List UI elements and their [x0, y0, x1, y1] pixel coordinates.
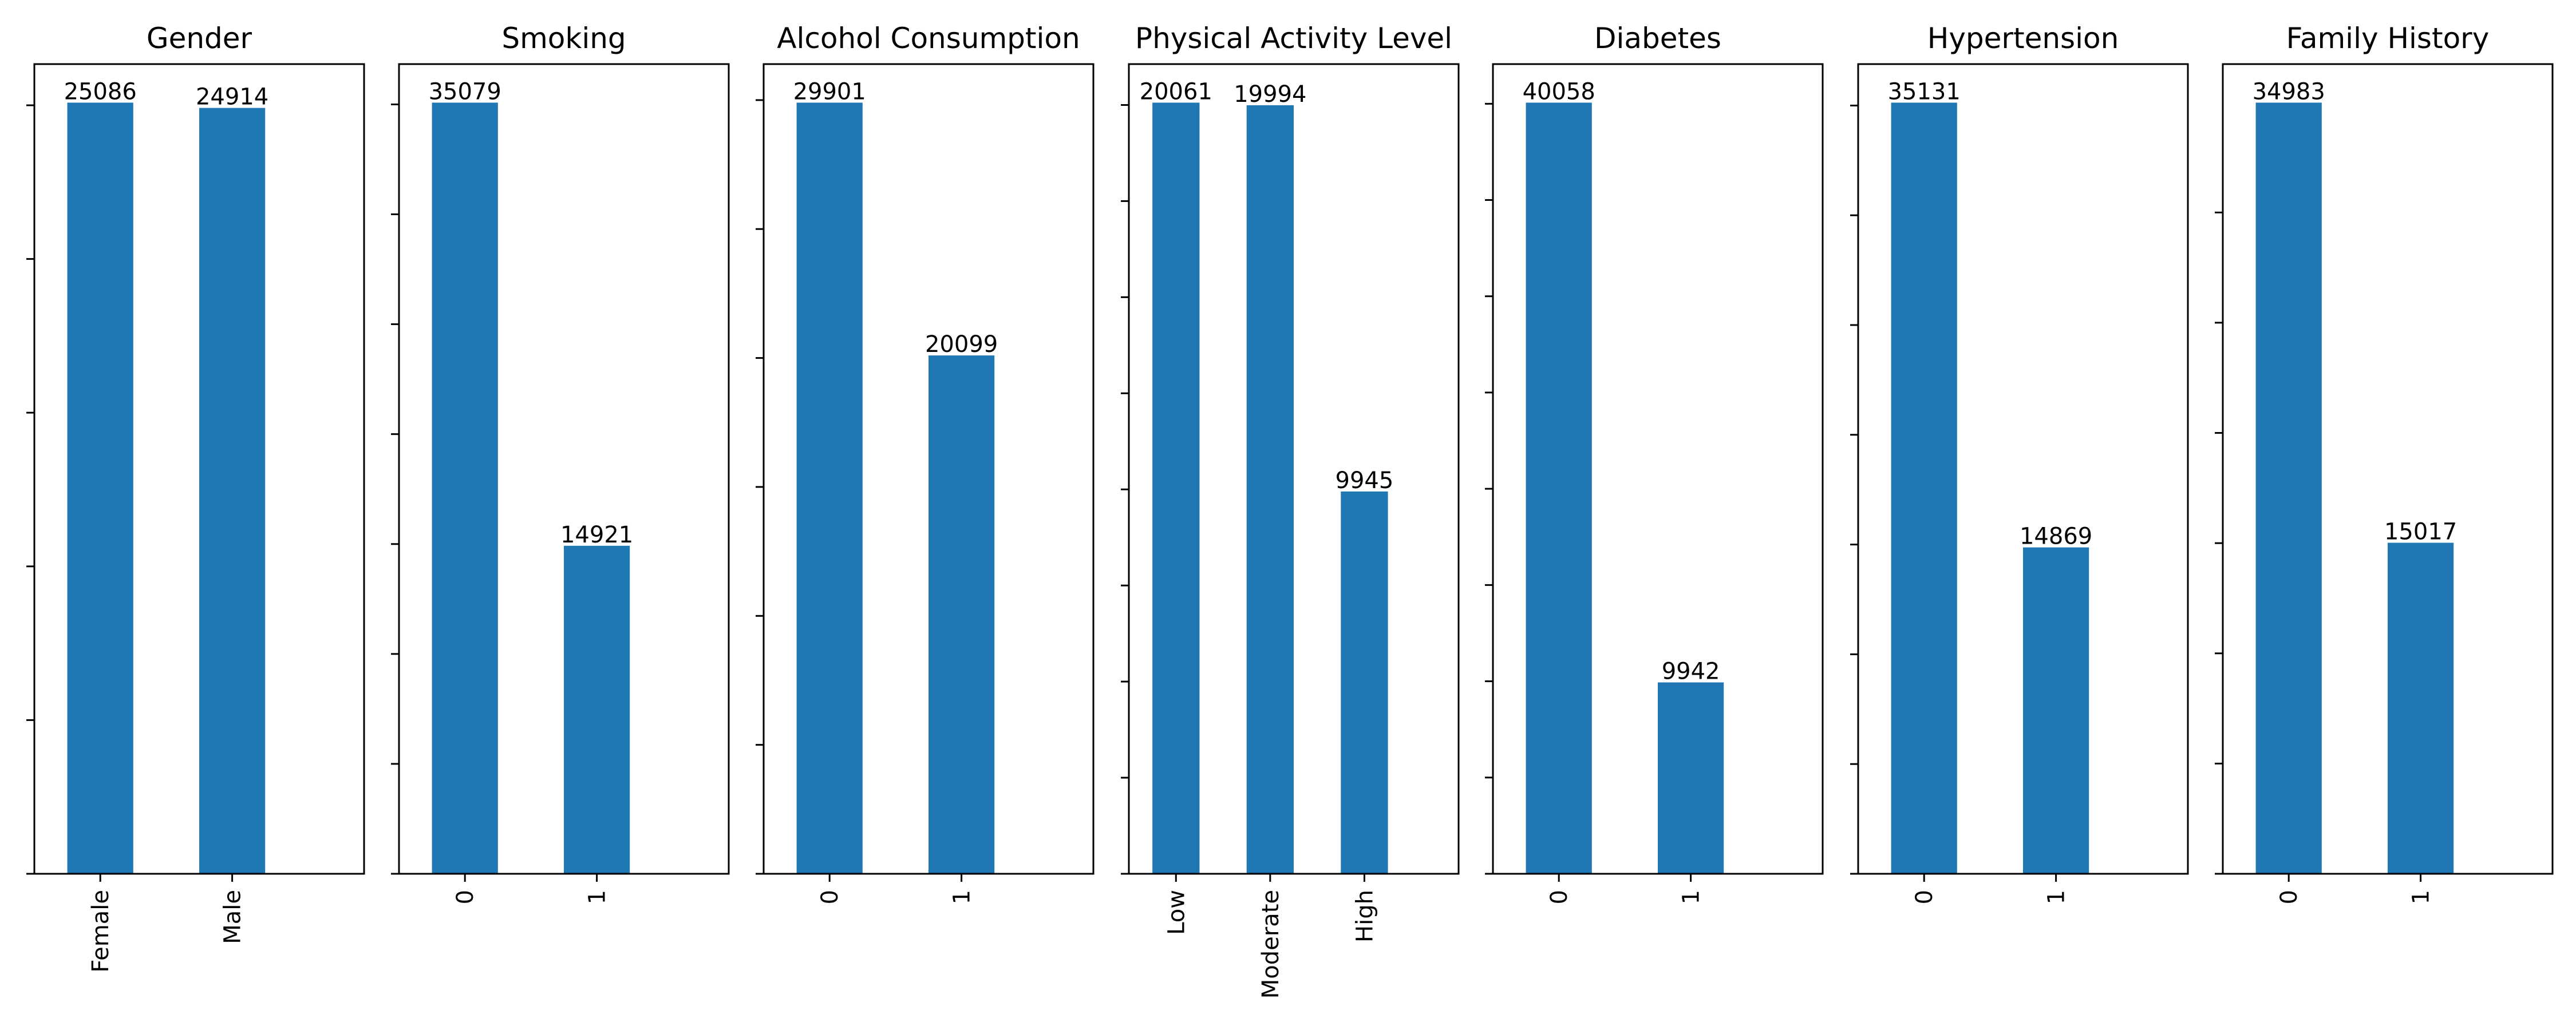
- chart-panel-1: 25086 Female 24914 Male Gender: [26, 22, 365, 973]
- bar-7-1: [2255, 102, 2322, 874]
- x-tick-label: Female: [88, 890, 114, 973]
- x-tick-label: 0: [817, 890, 843, 904]
- x-tick-label: 1: [949, 890, 975, 904]
- x-tick-label: Moderate: [1258, 890, 1284, 999]
- bar-value-label: 35131: [1888, 78, 1961, 105]
- axes-frame: [762, 63, 1095, 875]
- chart-title: Smoking: [501, 22, 626, 55]
- chart-panel-4: 20061 Low 19994 Moderate 9945 High Physical Ac…: [1121, 22, 1460, 999]
- x-tick-label: 1: [1678, 890, 1705, 904]
- bar-2-2: [564, 545, 630, 874]
- bar-6-1: [1891, 102, 1957, 874]
- chart-title: Hypertension: [1927, 22, 2119, 55]
- bar-2-1: [432, 102, 498, 874]
- bar-4-1: [1152, 102, 1200, 874]
- x-tick-label: 0: [1546, 890, 1573, 904]
- bar-value-label: 14921: [560, 522, 633, 548]
- x-tick-label: 0: [452, 890, 479, 904]
- bar-value-label: 24914: [196, 84, 268, 110]
- axes-frame: [1492, 63, 1824, 875]
- axes-frame: [2222, 63, 2554, 875]
- bar-value-label: 20061: [1140, 78, 1212, 105]
- x-tick-label: Male: [220, 890, 246, 944]
- bar-value-label: 20099: [925, 331, 998, 358]
- x-tick-label: 0: [2276, 890, 2302, 904]
- chart-title: Physical Activity Level: [1135, 22, 1452, 55]
- bar-3-2: [929, 355, 995, 874]
- bar-1-1: [67, 102, 133, 874]
- axes-frame: [398, 63, 730, 875]
- bar-1-2: [199, 108, 266, 874]
- x-tick-label: 0: [1911, 890, 1938, 904]
- bar-value-label: 14869: [2020, 524, 2092, 550]
- x-tick-label: 1: [584, 890, 611, 904]
- bar-value-label: 9945: [1336, 468, 1394, 494]
- bar-7-2: [2388, 542, 2454, 874]
- bar-6-2: [2023, 547, 2089, 874]
- chart-panel-2: 35079 0 14921 1 Smoking: [391, 22, 730, 904]
- bar-5-1: [1526, 102, 1592, 874]
- x-tick-label: 1: [2408, 890, 2435, 904]
- x-tick-label: Low: [1163, 890, 1190, 935]
- chart-title: Alcohol Consumption: [777, 22, 1080, 55]
- axes-frame: [1128, 63, 1460, 875]
- bar-value-label: 19994: [1234, 81, 1306, 108]
- axes-frame: [1857, 63, 2189, 875]
- chart-title: Diabetes: [1594, 22, 1721, 55]
- axes-frame: [33, 63, 365, 875]
- chart-panel-3: 29901 0 20099 1 Alcohol Consumption: [756, 22, 1095, 904]
- bar-5-2: [1658, 682, 1724, 874]
- chart-title: Family History: [2286, 22, 2490, 55]
- bar-value-label: 29901: [793, 78, 866, 105]
- bar-value-label: 9942: [1662, 659, 1720, 685]
- bar-value-label: 35079: [429, 78, 501, 105]
- bar-3-1: [796, 102, 863, 874]
- x-tick-label: High: [1352, 890, 1378, 942]
- chart-panel-5: 40058 0 9942 1 Diabetes: [1485, 22, 1824, 904]
- bar-value-label: 15017: [2384, 519, 2457, 545]
- chart-panel-7: 34983 0 15017 1 Family History: [2215, 22, 2554, 904]
- bar-value-label: 40058: [1523, 78, 1595, 105]
- bar-4-2: [1246, 105, 1294, 874]
- chart-title: Gender: [147, 22, 252, 55]
- bar-value-label: 25086: [64, 78, 137, 105]
- chart-panel-6: 35131 0 14869 1 Hypertension: [1850, 22, 2189, 904]
- bar-value-label: 34983: [2253, 78, 2325, 105]
- bar-4-3: [1341, 491, 1388, 874]
- x-tick-label: 1: [2044, 890, 2070, 904]
